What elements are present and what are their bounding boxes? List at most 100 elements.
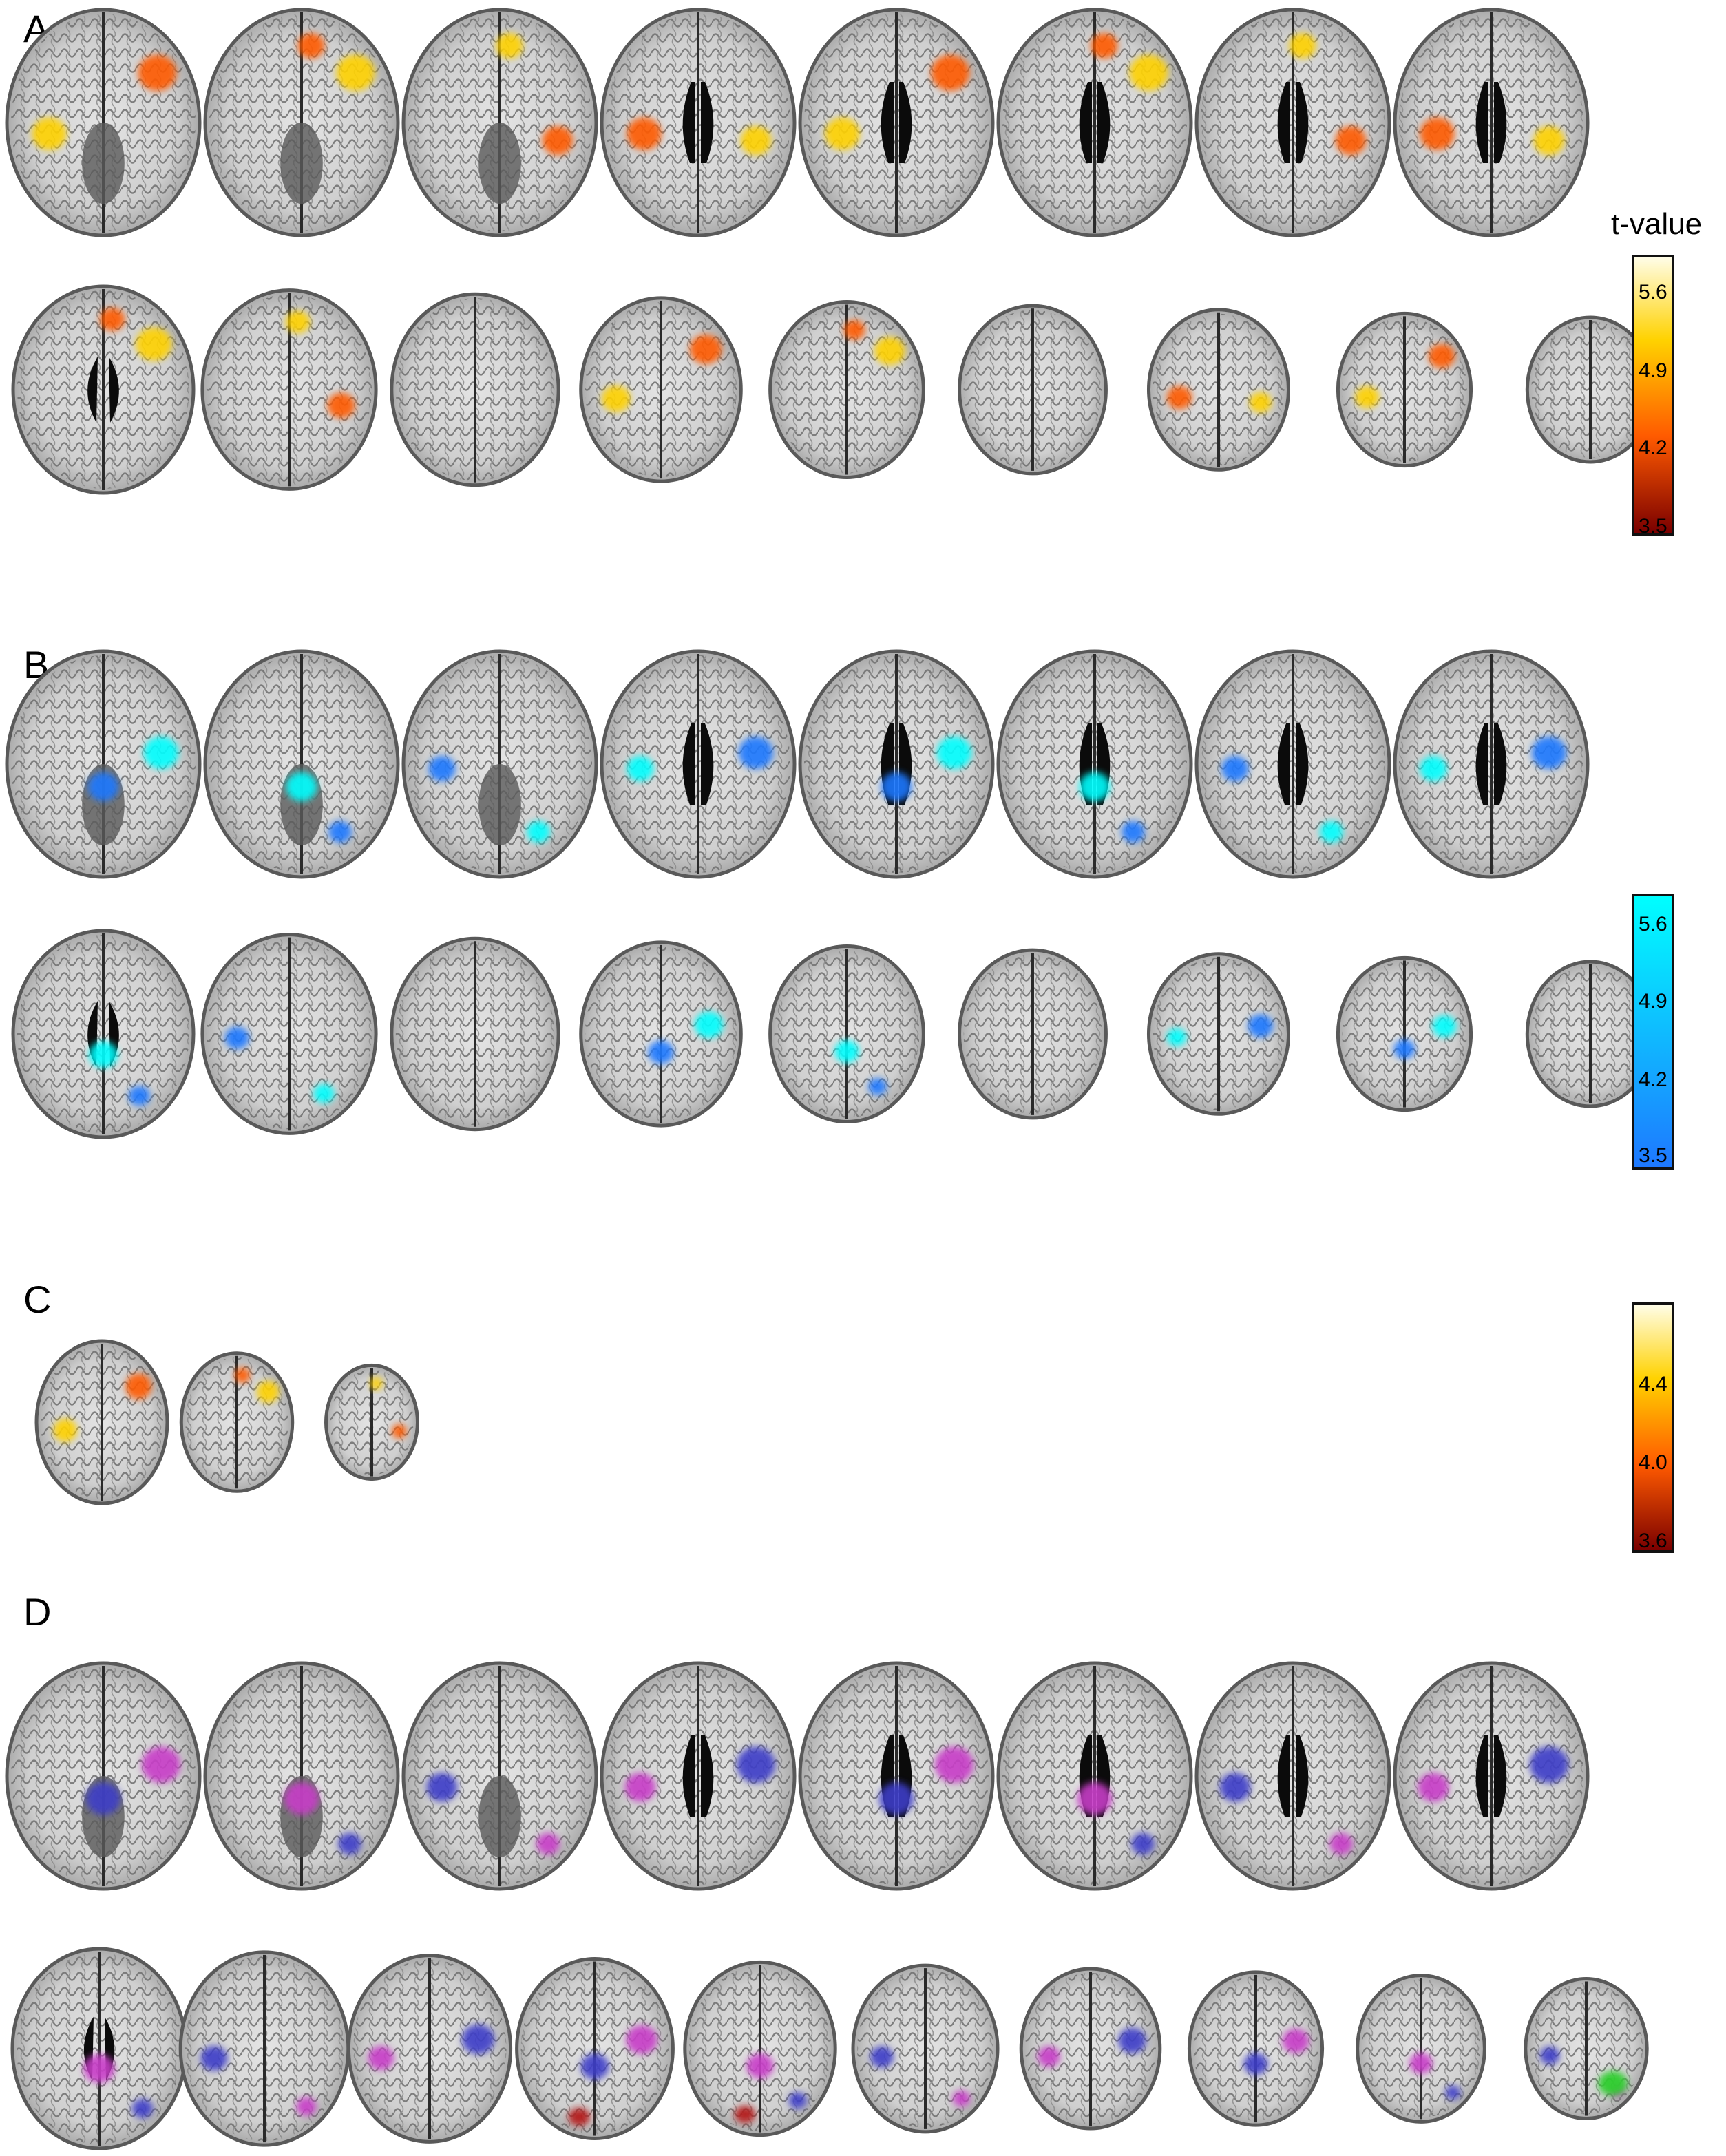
- colorbar-title: t-value: [1611, 207, 1703, 241]
- activation-blob: [1122, 821, 1145, 843]
- tick-b-4: 3.5: [1639, 1144, 1667, 1167]
- brain-slice: [5, 649, 202, 879]
- activation-blob: [694, 1011, 724, 1038]
- brain-slice: [401, 8, 598, 237]
- brain-slice: [1525, 315, 1656, 464]
- activation-blob: [328, 821, 352, 843]
- tick-b-3: 4.2: [1639, 1068, 1667, 1091]
- brain-slice: [1525, 960, 1656, 1108]
- activation-blob: [131, 2099, 154, 2118]
- activation-blob: [1166, 385, 1192, 410]
- activation-blob: [138, 54, 177, 92]
- activation-blob: [83, 2054, 115, 2083]
- activation-blob: [53, 1418, 77, 1442]
- activation-blob: [601, 385, 631, 412]
- brain-slice: [1336, 311, 1473, 468]
- activation-blob: [496, 33, 523, 59]
- activation-blob: [1320, 821, 1343, 843]
- activation-blob: [843, 320, 865, 340]
- activation-blob: [874, 337, 905, 366]
- tick-a-3: 4.2: [1639, 436, 1667, 459]
- activation-blob: [936, 736, 972, 770]
- activation-blob: [627, 756, 654, 781]
- brain-slice: [5, 8, 202, 237]
- activation-blob: [648, 1040, 674, 1064]
- brain-slice: [11, 929, 196, 1139]
- activation-blob: [746, 2053, 774, 2079]
- activation-blob: [1221, 756, 1249, 781]
- activation-blob: [1539, 2047, 1560, 2065]
- activation-blob: [734, 2105, 756, 2124]
- panel-label-d: D: [23, 1590, 52, 1634]
- activation-blob: [338, 1832, 361, 1855]
- brain-slice: [1194, 649, 1391, 879]
- activation-blob: [738, 736, 774, 770]
- activation-blob: [284, 1782, 319, 1815]
- activation-blob: [1079, 772, 1111, 801]
- activation-blob: [32, 117, 67, 151]
- brain-slice: [851, 1963, 1000, 2134]
- brain-slice: [768, 300, 925, 479]
- brain-slice: [401, 1661, 598, 1891]
- tick-a-4: 3.5: [1639, 515, 1667, 538]
- activation-blob: [85, 1782, 121, 1815]
- activation-blob: [788, 2092, 807, 2109]
- brain-slice: [179, 1351, 295, 1493]
- activation-blob: [1248, 1014, 1274, 1038]
- brain-slice: [600, 1661, 797, 1891]
- activation-blob: [870, 2046, 894, 2068]
- brain-slice: [683, 1960, 837, 2137]
- activation-blob: [1445, 2085, 1461, 2100]
- activation-blob: [89, 1041, 118, 1068]
- activation-blob: [1249, 392, 1272, 413]
- activation-blob: [1091, 33, 1118, 59]
- activation-blob: [234, 1367, 251, 1384]
- brain-slice: [768, 944, 925, 1123]
- activation-blob: [297, 33, 325, 59]
- activation-blob: [99, 308, 125, 331]
- activation-blob: [740, 126, 772, 156]
- brain-slice: [390, 936, 560, 1132]
- activation-blob: [624, 1773, 656, 1802]
- activation-blob: [392, 1424, 407, 1439]
- tick-a-2: 4.9: [1639, 359, 1667, 382]
- brain-slice: [798, 8, 995, 237]
- activation-blob: [1598, 2071, 1628, 2097]
- activation-blob: [1409, 2052, 1433, 2074]
- activation-blob: [143, 736, 179, 770]
- activation-blob: [462, 2024, 495, 2055]
- activation-blob: [128, 1086, 151, 1106]
- activation-blob: [1166, 1028, 1187, 1046]
- activation-blob: [257, 1380, 280, 1403]
- brain-slice: [1524, 1977, 1649, 2120]
- tick-c-2: 4.0: [1639, 1451, 1667, 1474]
- brain-slice: [600, 649, 797, 879]
- activation-blob: [1432, 1015, 1457, 1037]
- activation-blob: [1289, 33, 1316, 59]
- brain-slice: [178, 1950, 350, 2147]
- activation-blob: [368, 2046, 394, 2070]
- colorbar-b: [1632, 894, 1674, 1170]
- activation-blob: [689, 335, 722, 364]
- colorbar-a: [1632, 255, 1674, 536]
- activation-blob: [931, 54, 970, 92]
- brain-slice: [203, 8, 400, 237]
- activation-blob: [935, 1746, 973, 1783]
- brain-slice: [579, 940, 743, 1128]
- activation-blob: [1219, 1773, 1251, 1802]
- activation-blob: [1243, 2053, 1268, 2075]
- brain-slice: [798, 649, 995, 879]
- tick-a-1: 5.6: [1639, 281, 1667, 304]
- brain-slice: [1393, 8, 1590, 237]
- activation-blob: [1329, 1832, 1353, 1855]
- activation-blob: [136, 328, 172, 361]
- activation-blob: [568, 2108, 591, 2126]
- brain-slice: [1393, 1661, 1590, 1891]
- activation-blob: [1335, 126, 1367, 156]
- activation-blob: [1077, 1782, 1113, 1815]
- activation-blob: [878, 1782, 914, 1815]
- brain-slice: [10, 1947, 188, 2150]
- brain-slice: [200, 288, 378, 491]
- activation-blob: [1282, 2029, 1309, 2053]
